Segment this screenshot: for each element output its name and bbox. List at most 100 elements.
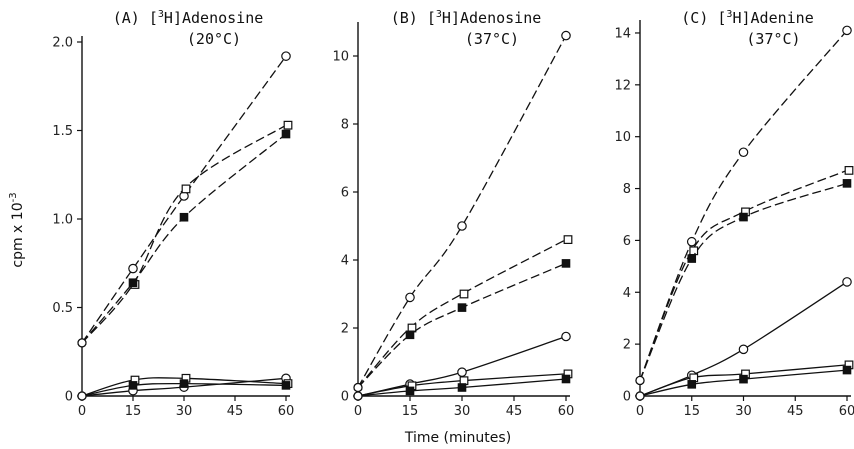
series-line-3: [81, 133, 287, 344]
data-point: [457, 367, 467, 377]
y-tick-label: 8: [623, 182, 631, 197]
series-line-5: [357, 373, 567, 397]
data-point: [561, 30, 571, 41]
data-point: [181, 184, 191, 194]
x-tick-label: 45: [787, 404, 804, 419]
series-line-1: [81, 55, 287, 344]
data-point: [739, 212, 748, 222]
data-point: [128, 381, 138, 390]
y-tick-label: 0: [65, 390, 73, 405]
panel-a: 0 15 30 45 60 0 0.5 1.0 1.5 2.0 (A) [3H]Adenosine (…: [52, 9, 294, 419]
data-point: [686, 236, 697, 247]
data-point: [687, 254, 697, 263]
data-point: [738, 344, 749, 355]
x-tick-label: 45: [227, 404, 244, 419]
data-point: [738, 147, 749, 158]
y-axis-label: cpm x 10-3: [8, 192, 26, 267]
x-tick-label: 60: [839, 404, 854, 419]
x-tick-label: 15: [125, 404, 142, 419]
series-line-2: [81, 124, 287, 344]
series-line-6: [639, 369, 848, 397]
data-point: [353, 391, 363, 401]
panel-subtitle: (20°C): [187, 30, 241, 48]
series-line-1: [639, 29, 848, 381]
data-point: [405, 292, 415, 303]
data-point: [842, 365, 852, 375]
x-tick-label: 30: [454, 404, 471, 419]
y-tick-label: 2.0: [52, 36, 73, 51]
panel-subtitle: (37°C): [465, 30, 519, 48]
x-tick-label: 0: [636, 404, 644, 419]
data-point: [77, 338, 87, 348]
y-tick-label: 8: [341, 118, 349, 133]
data-point: [842, 277, 852, 287]
x-tick-label: 45: [506, 404, 523, 419]
data-point: [353, 382, 363, 393]
data-point: [561, 374, 571, 384]
data-point: [179, 379, 189, 388]
data-point: [128, 263, 138, 274]
x-tick-label: 0: [354, 404, 362, 419]
data-point: [457, 383, 467, 392]
data-point: [281, 381, 291, 390]
x-tick-label: 15: [683, 404, 700, 419]
panel-title: (B) [3H]Adenosine: [391, 9, 542, 27]
series-line-6: [81, 382, 287, 397]
y-tick-label: 0: [623, 390, 631, 405]
x-tick-label: 30: [176, 404, 193, 419]
y-tick-label: 2: [623, 338, 631, 353]
data-point: [563, 235, 573, 245]
panel-title: (A) [3H]Adenosine: [113, 9, 264, 27]
y-tick-label: 10: [332, 50, 349, 65]
data-point: [561, 331, 571, 342]
y-tick-label: 2: [341, 322, 349, 337]
data-point: [842, 179, 852, 188]
series-line-6: [357, 378, 567, 397]
series-line-2: [639, 169, 848, 381]
series-line-5: [639, 364, 848, 397]
data-point: [739, 374, 748, 384]
x-tick-label: 15: [402, 404, 419, 419]
y-tick-label: 14: [614, 26, 631, 41]
data-point: [561, 259, 571, 268]
data-point: [405, 386, 415, 396]
panel-c: 0 15 30 45 60 0 2 4 6 8 10 12 14 (C) [3H]Adenine (37°C…: [614, 9, 854, 419]
panel-subtitle: (37°C): [746, 30, 800, 48]
y-tick-label: 12: [614, 78, 631, 93]
data-point: [842, 25, 852, 36]
data-point: [844, 166, 854, 175]
data-point: [77, 391, 87, 401]
series-line-3: [639, 182, 848, 381]
series-line-2: [357, 239, 567, 388]
data-point: [457, 303, 467, 312]
y-tick-label: 6: [623, 234, 631, 249]
data-point: [687, 380, 697, 389]
series-line-3: [357, 262, 567, 388]
data-point: [281, 51, 291, 61]
data-point: [459, 289, 469, 299]
y-tick-label: 4: [341, 254, 349, 269]
x-tick-label: 60: [558, 404, 575, 419]
series-line-5: [81, 377, 287, 397]
y-tick-label: 1.5: [52, 124, 73, 139]
data-point: [635, 391, 645, 401]
y-tick-label: 1.0: [52, 213, 73, 228]
data-point: [405, 330, 415, 340]
data-point: [635, 375, 645, 386]
panel-title: (C) [3H]Adenine: [681, 9, 813, 27]
data-point: [179, 212, 189, 222]
x-tick-label: 60: [278, 404, 295, 419]
y-tick-label: 6: [341, 186, 349, 201]
y-tick-label: 0: [341, 390, 349, 405]
panel-b: 0 15 30 45 60 0 2 4 6 8 10 (B) [3H]Adenosine (37°C): [332, 9, 574, 419]
y-tick-label: 4: [623, 286, 631, 301]
x-tick-label: 0: [78, 404, 86, 419]
x-tick-label: 30: [735, 404, 752, 419]
data-point: [283, 120, 293, 130]
series-line-1: [357, 35, 567, 388]
data-point: [457, 221, 467, 231]
data-point: [689, 246, 699, 256]
y-tick-label: 0.5: [52, 301, 73, 316]
data-point: [128, 278, 138, 288]
